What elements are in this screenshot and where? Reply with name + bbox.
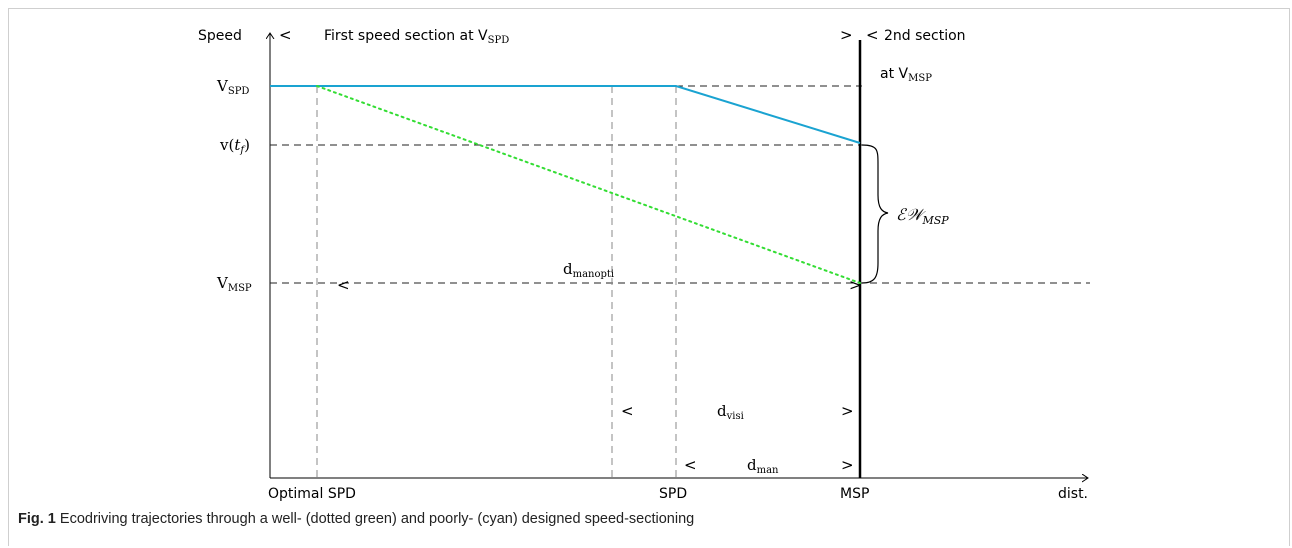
d-man-bracket-left: <: [684, 456, 697, 474]
ew-msp-brace: [861, 144, 889, 284]
d-visi-bracket-right: >: [841, 402, 854, 420]
d-manopti-bracket-right: >: [849, 276, 862, 294]
figure-caption: Fig. 1 Ecodriving trajectories through a…: [18, 511, 1278, 527]
x-axis-label: dist.: [1058, 486, 1088, 502]
figure-frame: [8, 8, 1290, 546]
vtf-label: v(tf): [219, 136, 250, 156]
section1-bracket-right: >: [840, 26, 853, 44]
section2-label: 2nd section: [884, 28, 966, 44]
vmsp-label: VMSP: [216, 274, 252, 294]
section2-label-line2: at VMSP: [880, 66, 932, 84]
poorly-designed-trajectory: [270, 85, 861, 144]
caption-text: Ecodriving trajectories through a well- …: [55, 511, 695, 527]
d-man-bracket-right: >: [841, 456, 854, 474]
d-visi-bracket-left: <: [621, 402, 634, 420]
section1-bracket-left: <: [279, 26, 292, 44]
vspd-label: VSPD: [216, 77, 249, 97]
d-manopti-label: dmanopti: [563, 260, 614, 280]
section1-label: First speed section at VSPD: [324, 28, 509, 46]
caption-label: Fig. 1: [18, 511, 56, 527]
well-designed-trajectory: [316, 85, 861, 284]
x-tick-spd: SPD: [659, 486, 687, 502]
x-tick-optimal-spd: Optimal SPD: [268, 486, 356, 502]
ew-msp-label: ℰ𝒲MSP: [896, 205, 949, 227]
d-manopti-bracket-left: <: [337, 276, 350, 294]
d-visi-label: dvisi: [717, 402, 744, 422]
y-axis-label: Speed: [198, 28, 242, 44]
x-tick-msp: MSP: [840, 486, 869, 502]
d-man-label: dman: [747, 456, 779, 476]
section2-bracket-left: <: [866, 26, 879, 44]
